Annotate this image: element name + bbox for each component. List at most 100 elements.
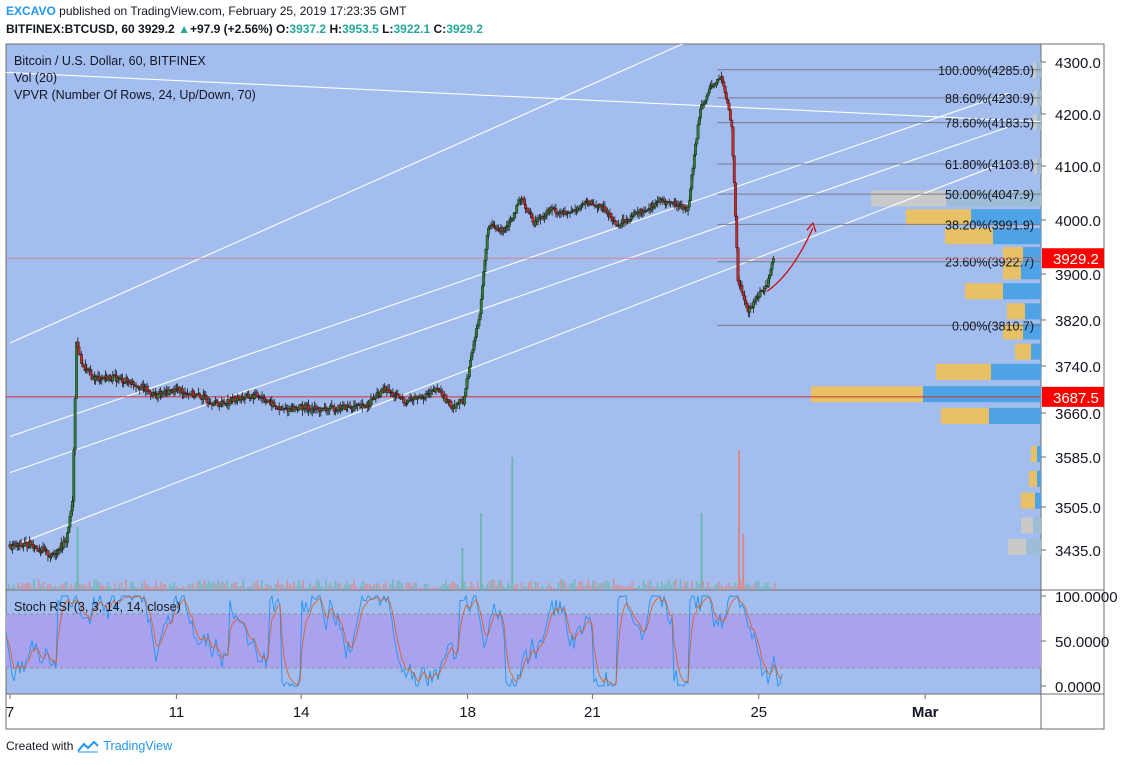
volume-bar [8,583,10,590]
volume-bar [297,579,300,590]
volume-bar [120,582,123,590]
candle-body [77,346,81,355]
volume-bar [143,580,146,590]
volume-bar [136,587,139,590]
ohlc-close-label: C: [433,22,447,36]
candle-body [697,117,701,126]
candle-body [766,278,770,287]
volume-bar [716,583,718,590]
volume-bar [410,585,413,590]
volume-bar [760,587,762,590]
fib-label: 88.60%(4230.9) [945,92,1034,106]
volume-bar [341,587,344,590]
symbol-name: BITFINEX:BTCUSD, 60 [6,22,135,36]
volume-bar [649,579,652,590]
trendline [6,71,1041,123]
vpvr-down-bar [1003,323,1023,340]
volume-bar [123,587,125,590]
volume-bar [424,583,426,590]
fib-label: 23.60%(3922.7) [945,256,1034,270]
candle-body [605,210,609,214]
volume-bar [19,585,22,590]
volume-bar [461,548,464,590]
price-change: +97.9 (+2.56%) [189,22,273,36]
volume-bar [228,588,231,590]
volume-bar [488,581,491,590]
volume-bar [553,587,555,590]
volume-bar [26,582,28,590]
volume-bar [532,587,534,590]
volume-bar [525,586,528,590]
volume-bar [65,581,68,590]
candle-body [597,205,601,209]
candle-body [744,300,748,304]
volume-bar [537,582,539,590]
price-tick-label: 4100.0 [1055,159,1101,176]
volume-bar [645,584,647,590]
volume-bar [125,579,127,590]
ohlc-high-label: H: [329,22,343,36]
candle-body [522,197,526,205]
volume-bar [622,586,624,590]
volume-bar [447,585,449,590]
volume-bar [134,586,137,590]
candle-body [67,526,71,533]
time-tick-label: 18 [459,704,476,721]
volume-bar [270,585,272,590]
volume-bar [509,585,511,590]
candle-body [402,397,406,403]
vpvr-down-bar [1003,247,1023,264]
volume-bar [281,584,284,590]
author-name[interactable]: EXCAVO [6,4,56,18]
volume-bar [162,584,164,590]
candle-body [75,341,78,399]
volume-bar [767,582,769,590]
volume-bar [431,587,433,590]
stoch-k-line [6,594,783,688]
price-tick-label: 3740.0 [1055,359,1101,376]
volume-bar [543,588,546,590]
candle-body [731,126,735,157]
volume-bar [141,583,143,590]
channel-line [9,160,1009,548]
arrow-head [806,221,817,233]
vpvr-up-bar [989,407,1041,424]
volume-bar [118,584,120,590]
volume-bar [150,588,153,590]
volume-bar [702,581,705,590]
candle-body [507,221,511,227]
volume-bar [725,584,728,590]
volume-bar [389,584,392,590]
volume-bar [70,584,72,590]
vpvr-up-bar [923,386,1041,403]
candle-body [704,99,707,103]
volume-bar [173,581,176,590]
volume-bar [244,588,247,590]
volume-bar [408,582,410,590]
volume-bar [523,586,525,590]
fib-label: 50.00%(4047.9) [945,188,1034,202]
volume-bar [596,585,599,590]
volume-bar [465,586,468,590]
volume-bar [507,583,509,590]
projection-arrow [766,227,814,292]
volume-bar [433,587,436,590]
candle-body [735,216,739,248]
volume-bar [334,580,337,590]
volume-bar [31,587,33,590]
vpvr-down-bar [1031,446,1037,463]
volume-bar [127,588,130,590]
stoch-rsi-pane [6,594,1041,688]
tradingview-link[interactable]: TradingView [103,739,173,753]
volume-bar [387,587,390,590]
volume-bar [555,588,557,590]
candle-body [770,262,774,270]
volume-bar [76,527,79,590]
volume-bar [587,579,590,590]
marked-price-badge-text: 3687.5 [1053,390,1099,407]
volume-bar [539,588,541,590]
volume-bar [612,578,615,590]
volume-bar [415,581,417,590]
vpvr-down-bar [1015,343,1031,360]
